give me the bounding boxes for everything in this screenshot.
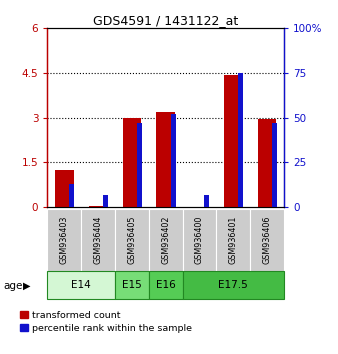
Text: E17.5: E17.5 xyxy=(218,280,248,290)
Bar xyxy=(69,184,74,207)
Bar xyxy=(149,271,183,299)
Bar xyxy=(115,271,149,299)
Bar xyxy=(238,73,243,207)
Bar xyxy=(47,271,115,299)
Text: E16: E16 xyxy=(156,280,175,290)
Bar xyxy=(47,209,81,271)
Text: GSM936406: GSM936406 xyxy=(263,216,271,264)
Bar xyxy=(55,170,74,207)
Bar xyxy=(137,123,142,207)
Bar xyxy=(123,118,141,207)
Text: GSM936405: GSM936405 xyxy=(127,216,136,264)
Text: ▶: ▶ xyxy=(23,281,30,291)
Bar xyxy=(171,114,176,207)
Bar xyxy=(204,195,210,207)
Text: GSM936402: GSM936402 xyxy=(161,216,170,264)
Bar xyxy=(258,119,276,207)
Bar xyxy=(89,206,107,207)
Text: GSM936404: GSM936404 xyxy=(94,216,102,264)
Bar xyxy=(149,209,183,271)
Bar xyxy=(216,209,250,271)
Bar xyxy=(183,271,284,299)
Text: E15: E15 xyxy=(122,280,142,290)
Text: GSM936401: GSM936401 xyxy=(229,216,238,264)
Legend: transformed count, percentile rank within the sample: transformed count, percentile rank withi… xyxy=(18,309,194,335)
Bar xyxy=(250,209,284,271)
Bar xyxy=(272,123,277,207)
Title: GDS4591 / 1431122_at: GDS4591 / 1431122_at xyxy=(93,14,238,27)
Bar xyxy=(81,209,115,271)
Text: age: age xyxy=(3,281,23,291)
Text: E14: E14 xyxy=(71,280,91,290)
Text: GSM936400: GSM936400 xyxy=(195,216,204,264)
Bar xyxy=(115,209,149,271)
Bar xyxy=(183,209,216,271)
Bar xyxy=(224,74,243,207)
Text: GSM936403: GSM936403 xyxy=(60,216,69,264)
Bar xyxy=(156,112,175,207)
Bar xyxy=(103,195,108,207)
